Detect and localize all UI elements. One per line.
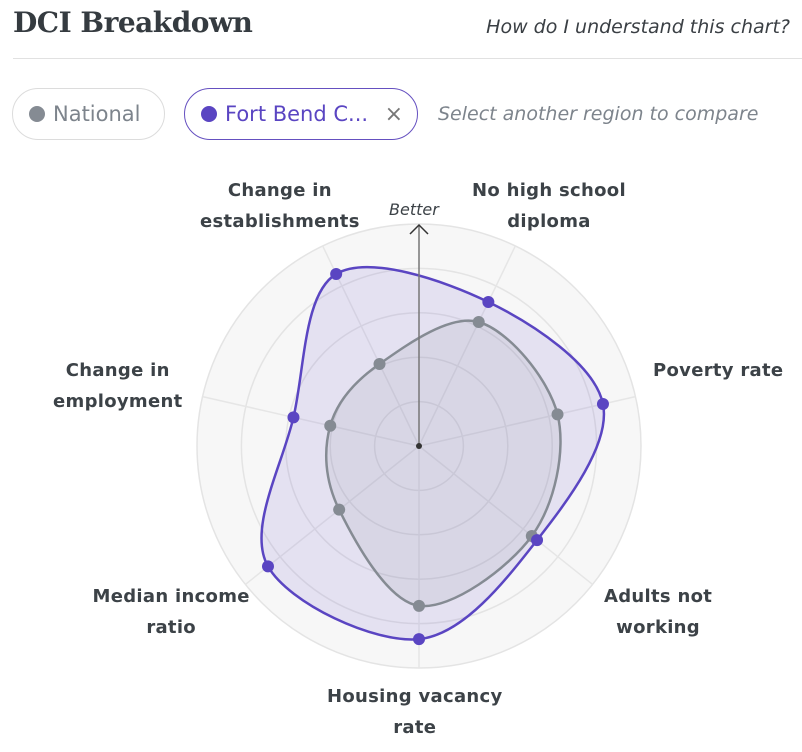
series-area-national — [326, 320, 561, 607]
region-chip-fort-bend[interactable]: Fort Bend C... × — [184, 88, 418, 140]
axis-label-line: ratio — [146, 617, 196, 638]
region-label: Fort Bend C... — [225, 102, 369, 126]
data-point — [596, 398, 609, 411]
axis-label-line: employment — [53, 391, 183, 412]
axis-label-line: No high school — [472, 180, 626, 201]
radar-spoke — [202, 395, 420, 447]
axis-label-line: diploma — [507, 211, 591, 232]
fort-bend-dot-icon — [201, 106, 217, 122]
axis-label: Housing vacancy rate — [327, 681, 503, 743]
region-chip-national[interactable]: National — [12, 88, 165, 140]
data-point — [330, 267, 343, 280]
close-icon[interactable]: × — [384, 101, 403, 127]
axis-label: Change in employment — [53, 355, 183, 417]
axis-label-line: Change in — [65, 360, 170, 381]
data-point — [261, 560, 274, 573]
data-point — [324, 419, 337, 432]
data-point — [551, 408, 564, 421]
axis-label: Change in establishments — [200, 175, 360, 237]
axis-label: Adults not working — [604, 581, 712, 643]
axis-label-line: Housing vacancy — [327, 686, 503, 707]
data-point — [413, 599, 425, 612]
data-point — [413, 633, 425, 646]
center-dot — [416, 443, 422, 449]
compare-region-select[interactable]: Select another region to compare — [438, 103, 759, 125]
radar-spoke — [418, 245, 516, 447]
help-link[interactable]: How do I understand this chart? — [486, 16, 790, 38]
axis-label-line: Median income — [92, 586, 250, 607]
radar-spoke — [418, 445, 594, 586]
axis-label-line: Poverty rate — [653, 360, 784, 381]
divider — [13, 58, 802, 59]
axis-label-line: rate — [393, 717, 437, 738]
series-area-fort-bend-c- — [261, 267, 604, 640]
axis-label-line: working — [616, 617, 700, 638]
data-point — [472, 315, 485, 328]
data-point — [482, 295, 495, 308]
better-label: Better — [389, 200, 439, 219]
axis-label: No high school diploma — [472, 175, 626, 237]
data-point — [287, 411, 300, 424]
axis-label-line: establishments — [200, 211, 360, 232]
axis-label-line: Adults not — [604, 586, 713, 607]
series-line-fort-bend-c- — [260, 265, 606, 641]
radar-spoke — [244, 445, 420, 586]
region-label: National — [53, 102, 141, 126]
page-title: DCI Breakdown — [13, 6, 253, 39]
national-dot-icon — [29, 106, 45, 122]
arrow-head-icon — [409, 223, 429, 235]
data-point — [333, 503, 346, 516]
axis-label: Median income ratio — [93, 581, 250, 643]
data-point — [373, 357, 386, 370]
axis-label-line: Change in — [227, 180, 332, 201]
axis-label: Poverty rate — [653, 355, 783, 386]
data-point — [531, 534, 544, 547]
